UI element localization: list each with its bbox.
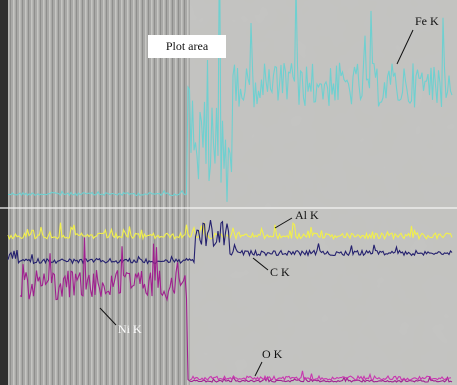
micrograph: Plot area Fe K Al K C K Ni K O K — [0, 0, 457, 385]
edge-strip — [0, 0, 8, 385]
callout-label: Plot area — [166, 39, 209, 53]
c-label: C K — [270, 265, 290, 279]
substrate-texture — [190, 0, 457, 385]
o-label: O K — [262, 347, 283, 361]
ni-label: Ni K — [118, 322, 142, 336]
page: {"callout": "Plot area", "labels": {"fe"… — [0, 0, 457, 385]
fe-label: Fe K — [415, 14, 439, 28]
al-label: Al K — [295, 208, 319, 222]
